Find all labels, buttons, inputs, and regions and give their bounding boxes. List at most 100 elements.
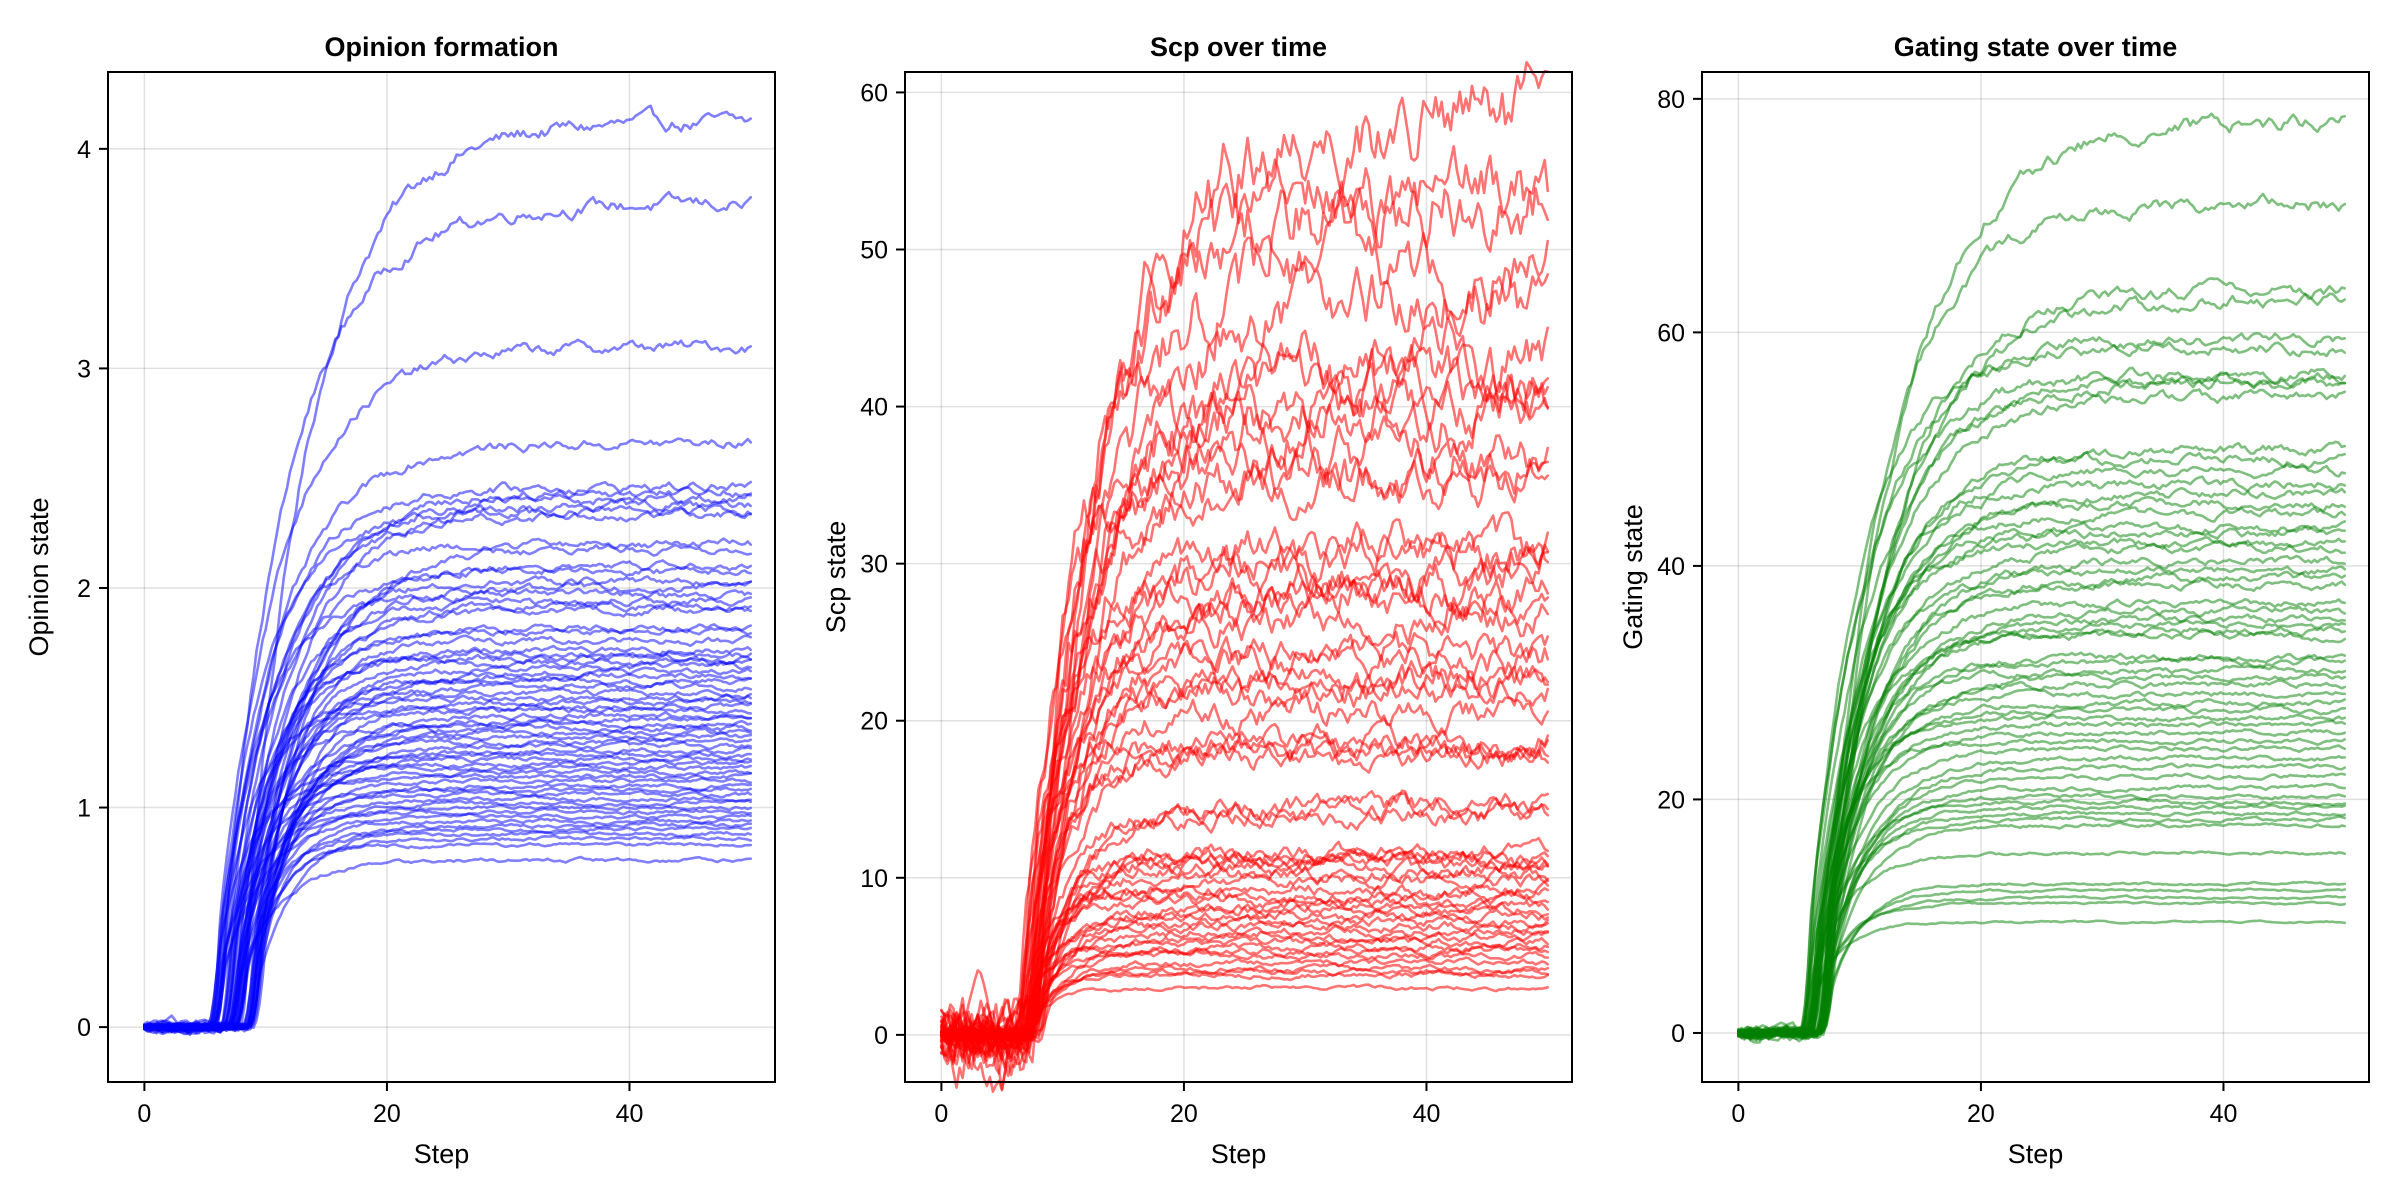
chart-2-series-line	[940, 455, 1550, 1071]
chart-1-series-line	[143, 825, 753, 1031]
chart-2-series-line	[940, 868, 1550, 1049]
chart-2-series-line	[940, 789, 1550, 1044]
chart-1-series-line	[143, 830, 753, 1031]
chart-1-series-line	[143, 812, 753, 1030]
chart-3-series-line	[1737, 821, 2347, 1037]
chart-2-x-tick-label: 20	[1170, 1100, 1198, 1128]
chart-1-x-tick-label: 0	[137, 1100, 151, 1128]
chart-1-y-tick-label: 1	[77, 795, 91, 823]
chart-1-series-line	[143, 841, 753, 1032]
chart-1-title: Opinion formation	[325, 32, 559, 62]
chart-1-series-group	[143, 104, 753, 1037]
chart-3-plot-frame	[1701, 71, 2370, 1083]
chart-2-series-line	[940, 942, 1550, 1041]
chart-2-series-line	[940, 926, 1550, 1041]
chart-2-y-axis-label: Scp state	[821, 521, 851, 634]
chart-1-series-line	[143, 338, 753, 1029]
chart-2-y-tick-label: 20	[860, 708, 888, 736]
chart-2-series-line	[940, 739, 1550, 1049]
chart-3-series-line	[1737, 713, 2347, 1037]
chart-1-series-line	[143, 789, 753, 1032]
chart-3-title: Gating state over time	[1894, 32, 2178, 62]
chart-3-x-tick-label: 40	[2210, 1100, 2238, 1128]
chart-3-x-tick-label: 20	[1967, 1100, 1995, 1128]
chart-3-series-line	[1737, 341, 2347, 1041]
chart-3-series-line	[1737, 524, 2347, 1039]
chart-2-y-tick-label: 30	[860, 551, 888, 579]
chart-2-y-tick-label: 50	[860, 236, 888, 264]
chart-3-series-line	[1737, 744, 2347, 1037]
chart-2-y-tick-label: 10	[860, 865, 888, 893]
chart-2-series-group	[940, 60, 1550, 1093]
chart-2-series-line	[940, 889, 1550, 1041]
chart-3-series-line	[1737, 894, 2347, 1036]
chart-3-y-tick-label: 40	[1657, 553, 1685, 581]
chart-1-series-line	[143, 537, 753, 1034]
chart-1-y-tick-label: 4	[77, 136, 91, 164]
chart-3-series-line	[1737, 371, 2347, 1043]
chart-2-title: Scp over time	[1150, 32, 1327, 62]
chart-2-y-tick-label: 40	[860, 394, 888, 422]
chart-1-series-line	[143, 718, 753, 1031]
chart-2-series-line	[940, 362, 1550, 1063]
opinion-formation-panel: 0 20 40 0 1 2 3 4 Opinion formation Step Opinion s…	[24, 32, 776, 1169]
chart-2-plot-frame	[904, 71, 1573, 1083]
scp-over-time-panel: 0 20 40 0 10 20 30 40 50 60 Scp over time Step Scp s…	[821, 32, 1573, 1169]
chart-2-series-line	[940, 949, 1550, 1038]
chart-2-series-line	[940, 521, 1550, 1046]
chart-2-series-line	[940, 945, 1550, 1040]
chart-3-series-line	[1737, 629, 2347, 1039]
chart-2-series-line	[940, 969, 1550, 1038]
chart-3-series-line	[1737, 597, 2347, 1037]
chart-3-series-line	[1737, 900, 2347, 1035]
chart-3-series-line	[1737, 366, 2347, 1034]
chart-1-x-axis-label: Step	[414, 1139, 470, 1169]
chart-3-series-line	[1737, 728, 2347, 1037]
chart-1-series-line	[143, 587, 753, 1034]
chart-1-series-line	[143, 855, 753, 1032]
chart-2-series-line	[940, 723, 1550, 1058]
chart-1-series-line	[143, 807, 753, 1032]
chart-3-series-line	[1737, 850, 2347, 1036]
chart-2-series-line	[940, 261, 1550, 1075]
chart-3-series-line	[1737, 737, 2347, 1036]
chart-3-y-tick-label: 60	[1657, 319, 1685, 347]
chart-2-y-tick-label: 60	[860, 79, 888, 107]
chart-3-series-line	[1737, 815, 2347, 1036]
chart-2-series-line	[940, 919, 1550, 1044]
chart-3-y-tick-label: 80	[1657, 86, 1685, 114]
chart-3-y-tick-label: 20	[1657, 786, 1685, 814]
chart-1-x-tick-label: 20	[373, 1100, 401, 1128]
chart-3-series-line	[1737, 703, 2347, 1037]
chart-2-series-line	[940, 660, 1550, 1059]
gating-state-over-time-panel: 0 20 40 0 20 40 60 80 Gating state over time Step…	[1618, 32, 2370, 1169]
chart-3-series-line	[1737, 919, 2347, 1035]
chart-1-x-tick-label: 40	[616, 1100, 644, 1128]
chart-1-series-line	[143, 771, 753, 1030]
chart-2-x-axis-label: Step	[1211, 1139, 1267, 1169]
chart-1-series-line	[143, 566, 753, 1032]
chart-3-x-tick-label: 0	[1731, 1100, 1745, 1128]
chart-2-x-tick-label: 0	[934, 1100, 948, 1128]
chart-1-series-line	[143, 803, 753, 1032]
chart-1-series-line	[143, 786, 753, 1031]
chart-3-series-line	[1737, 803, 2347, 1037]
chart-2-series-line	[940, 415, 1550, 1077]
chart-2-series-line	[940, 689, 1550, 1050]
chart-3-series-line	[1737, 565, 2347, 1039]
chart-3-series-line	[1737, 887, 2347, 1036]
chart-2-y-tick-label: 0	[874, 1022, 888, 1050]
chart-2-x-tick-label: 40	[1413, 1100, 1441, 1128]
chart-2-series-line	[940, 983, 1550, 1039]
chart-1-series-line	[143, 834, 753, 1030]
chart-3-x-axis-label: Step	[2008, 1139, 2064, 1169]
chart-3-series-group	[1737, 112, 2347, 1044]
chart-3-series-line	[1737, 463, 2347, 1041]
chart-3-y-tick-label: 0	[1671, 1020, 1685, 1048]
chart-3-y-axis-label: Gating state	[1618, 504, 1648, 650]
chart-3-series-line	[1737, 754, 2347, 1038]
chart-1-y-axis-label: Opinion state	[24, 497, 54, 656]
chart-1-y-tick-label: 0	[77, 1014, 91, 1042]
chart-1-y-tick-label: 3	[77, 355, 91, 383]
